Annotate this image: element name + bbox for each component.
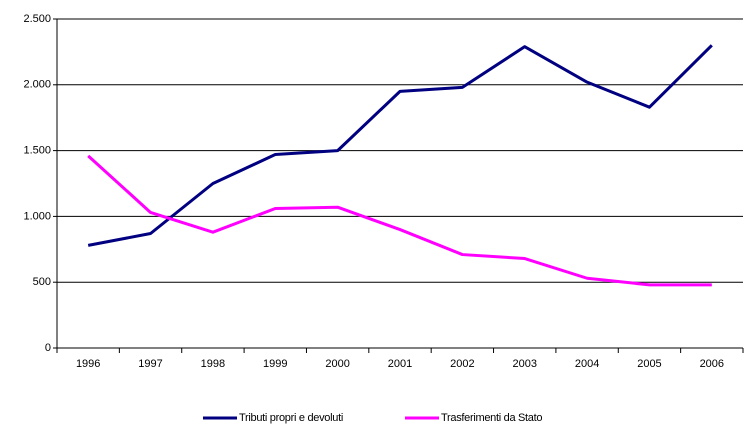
legend-label: Tributi propri e devoluti [239, 412, 343, 424]
x-tick-label: 2005 [637, 358, 661, 370]
x-tick-label: 1998 [201, 358, 225, 370]
series-line [87, 154, 712, 287]
x-tick-label: 2001 [388, 358, 412, 370]
x-tick-label: 2000 [325, 358, 349, 370]
y-tick-label: 2.500 [23, 13, 51, 25]
y-tick-label: 500 [33, 276, 51, 288]
y-tick-label: 1.500 [23, 145, 51, 157]
x-tick-label: 2002 [450, 358, 474, 370]
x-tick-label: 2003 [512, 358, 536, 370]
y-tick-label: 2.000 [23, 79, 51, 91]
series-line [87, 44, 713, 247]
x-tick-label: 1997 [138, 358, 162, 370]
y-tick-label: 1.000 [23, 210, 51, 222]
y-tick-label: 0 [45, 342, 51, 354]
x-tick-label: 2006 [700, 358, 724, 370]
x-tick-label: 1996 [76, 358, 100, 370]
x-tick-label: 1999 [263, 358, 287, 370]
x-tick-label: 2004 [575, 358, 599, 370]
legend-label: Trasferimenti da Stato [441, 412, 542, 424]
